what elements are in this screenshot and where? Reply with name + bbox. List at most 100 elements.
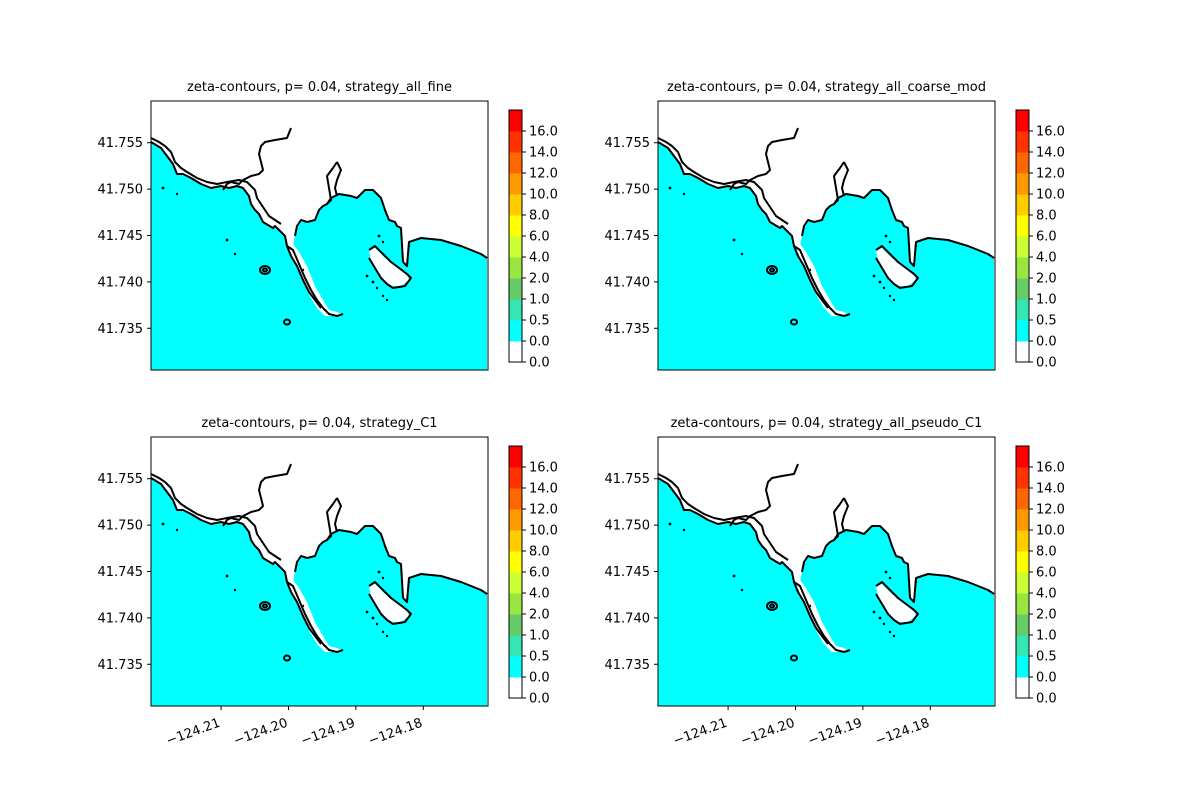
colorbar-tick-label: 0.0: [1036, 335, 1057, 350]
colorbar-tick-label: 10.0: [1036, 188, 1065, 203]
colorbar-tick-label: 12.0: [1036, 503, 1065, 518]
panel-title: zeta-contours, p= 0.04, strategy_C1: [201, 416, 437, 431]
colorbar-segment: [509, 278, 522, 300]
colorbar-tick-label: 1.0: [1036, 629, 1057, 644]
colorbar-tick-label: 10.0: [529, 524, 558, 539]
colorbar-segment: [509, 509, 522, 531]
panel-1: zeta-contours, p= 0.04, strategy_all_fin…: [98, 80, 558, 371]
colorbar-tick-label: 0.0: [529, 335, 550, 350]
y-tick-label: 41.755: [605, 472, 651, 487]
colorbar-tick-label: 14.0: [529, 482, 558, 497]
colorbar-segment: [1016, 194, 1029, 216]
colorbar-segment: [509, 488, 522, 510]
colorbar-tick-label: 4.0: [1036, 587, 1057, 602]
colorbar-tick-label: 6.0: [1036, 230, 1057, 245]
colorbar-tick-label: 2.0: [1036, 272, 1057, 287]
colorbar-segment: [509, 236, 522, 258]
x-tick-label: −124.20: [739, 716, 797, 749]
map-area: [658, 101, 995, 370]
y-tick-label: 41.735: [98, 322, 144, 337]
colorbar-segment: [1016, 446, 1029, 468]
colorbar-segment: [1016, 488, 1029, 510]
colorbar-segment: [509, 530, 522, 552]
colorbar-tick-label: 14.0: [1036, 146, 1065, 161]
colorbar-segment: [1016, 530, 1029, 552]
colorbar-tick-label: 0.0: [1036, 671, 1057, 686]
y-tick-label: 41.745: [98, 229, 144, 244]
colorbar-tick-label: 14.0: [1036, 482, 1065, 497]
colorbar-segment: [509, 677, 522, 699]
map-area: [151, 101, 488, 370]
colorbar-segment: [1016, 341, 1029, 363]
colorbar-segment: [1016, 173, 1029, 195]
colorbar-segment: [509, 299, 522, 321]
y-tick-label: 41.755: [98, 472, 144, 487]
colorbar-segment: [1016, 509, 1029, 531]
panel-title: zeta-contours, p= 0.04, strategy_all_pse…: [671, 416, 983, 431]
colorbar-tick-label: 10.0: [1036, 524, 1065, 539]
colorbar-tick-label: 0.0: [1036, 356, 1057, 371]
y-tick-label: 41.740: [98, 275, 144, 290]
colorbar-segment: [1016, 299, 1029, 321]
colorbar-segment: [509, 215, 522, 237]
x-tick-label: −124.19: [299, 716, 357, 749]
colorbar-segment: [1016, 278, 1029, 300]
colorbar-segment: [509, 341, 522, 363]
panel-title: zeta-contours, p= 0.04, strategy_all_coa…: [667, 80, 986, 95]
colorbar-tick-label: 6.0: [529, 566, 550, 581]
colorbar-tick-label: 0.5: [529, 650, 550, 665]
colorbar-tick-label: 16.0: [529, 461, 558, 476]
colorbar-tick-label: 8.0: [529, 545, 550, 560]
colorbar-segment: [1016, 614, 1029, 636]
colorbar-segment: [1016, 236, 1029, 258]
colorbar-segment: [1016, 131, 1029, 153]
y-tick-label: 41.750: [98, 519, 144, 534]
colorbar-segment: [1016, 110, 1029, 132]
colorbar-segment: [1016, 635, 1029, 657]
colorbar-segment: [509, 194, 522, 216]
colorbar-tick-label: 0.0: [529, 671, 550, 686]
colorbar-tick-label: 10.0: [529, 188, 558, 203]
colorbar-segment: [509, 320, 522, 342]
colorbar-tick-label: 16.0: [1036, 125, 1065, 140]
colorbar-segment: [509, 551, 522, 573]
panel-2: zeta-contours, p= 0.04, strategy_all_coa…: [605, 80, 1065, 371]
y-tick-label: 41.745: [605, 565, 651, 580]
colorbar-segment: [1016, 677, 1029, 699]
colorbar-segment: [1016, 551, 1029, 573]
colorbar-tick-label: 1.0: [529, 293, 550, 308]
colorbar-segment: [1016, 572, 1029, 594]
x-tick-label: −124.21: [164, 716, 222, 749]
colorbar-tick-label: 0.0: [529, 356, 550, 371]
panel-4: zeta-contours, p= 0.04, strategy_all_pse…: [605, 416, 1065, 749]
x-tick-label: −124.20: [232, 716, 290, 749]
y-tick-label: 41.735: [605, 322, 651, 337]
y-tick-label: 41.750: [98, 183, 144, 198]
colorbar-tick-label: 4.0: [1036, 251, 1057, 266]
y-tick-label: 41.740: [98, 611, 144, 626]
colorbar-tick-label: 4.0: [529, 587, 550, 602]
colorbar-tick-label: 12.0: [529, 167, 558, 182]
colorbar-tick-label: 2.0: [529, 608, 550, 623]
colorbar-tick-label: 6.0: [1036, 566, 1057, 581]
colorbar-tick-label: 6.0: [529, 230, 550, 245]
colorbar-segment: [509, 131, 522, 153]
colorbar-segment: [509, 656, 522, 678]
colorbar-segment: [1016, 257, 1029, 279]
colorbar-tick-label: 1.0: [1036, 293, 1057, 308]
colorbar: 0.0 0.0 0.5 1.0 2.0 4.0 6.0 8.0 10.0 12.0 14.0 16.0: [508, 109, 558, 371]
y-tick-label: 41.735: [605, 658, 651, 673]
y-tick-label: 41.750: [605, 183, 651, 198]
colorbar-tick-label: 0.0: [1036, 692, 1057, 707]
colorbar-segment: [509, 593, 522, 615]
colorbar-segment: [509, 467, 522, 489]
panels-layer: zeta-contours, p= 0.04, strategy_all_fin…: [98, 80, 1065, 749]
colorbar-tick-label: 2.0: [1036, 608, 1057, 623]
colorbar-segment: [509, 635, 522, 657]
colorbar-tick-label: 2.0: [529, 272, 550, 287]
colorbar-segment: [1016, 656, 1029, 678]
colorbar: 0.0 0.0 0.5 1.0 2.0 4.0 6.0 8.0 10.0 12.0 14.0 16.0: [1015, 109, 1065, 371]
colorbar-tick-label: 0.5: [1036, 314, 1057, 329]
colorbar-tick-label: 12.0: [529, 503, 558, 518]
